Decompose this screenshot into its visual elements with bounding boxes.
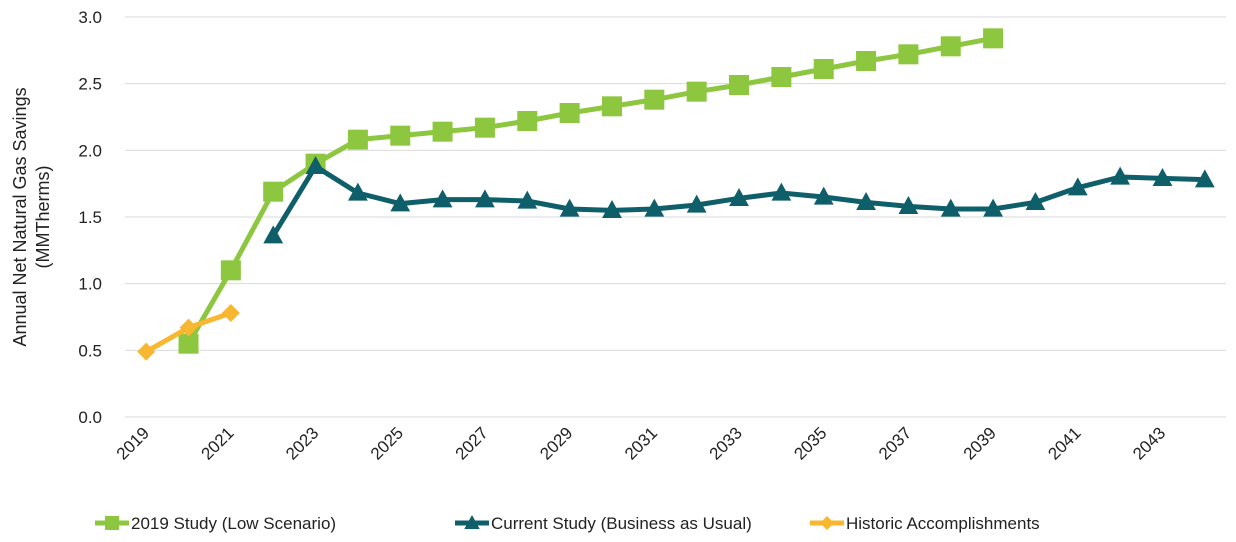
triangle-marker bbox=[517, 190, 538, 209]
series-0 bbox=[178, 28, 1004, 354]
triangle-marker bbox=[390, 193, 411, 212]
y-tick-label: 0.0 bbox=[78, 408, 102, 427]
square-marker bbox=[856, 51, 877, 71]
triangle-marker bbox=[305, 155, 326, 174]
x-axis-ticks: 2019 2021 2023 2025 2027 2029 2031 2033 2035 2037… bbox=[113, 423, 1169, 463]
x-tick-label: 2037 bbox=[875, 423, 915, 463]
triangle-marker bbox=[1025, 191, 1046, 210]
x-tick-label: 2029 bbox=[536, 423, 576, 463]
square-marker bbox=[729, 75, 750, 95]
square-marker bbox=[940, 36, 961, 57]
series bbox=[137, 28, 1215, 361]
triangle-marker bbox=[1194, 169, 1215, 188]
triangle-marker bbox=[983, 198, 1003, 217]
square-marker bbox=[983, 28, 1004, 49]
triangle-marker bbox=[1152, 167, 1173, 186]
x-tick-label: 2035 bbox=[790, 423, 830, 463]
legend: 2019 Study (Low Scenario) Current Study (… bbox=[95, 514, 1040, 533]
square-marker bbox=[432, 121, 453, 142]
y-axis-title-line: Annual Net Natural Gas Savings bbox=[10, 87, 30, 346]
x-tick-label: 2023 bbox=[282, 423, 322, 463]
square-marker bbox=[178, 333, 199, 354]
legend-item-1: Current Study (Business as Usual) bbox=[455, 514, 752, 533]
triangle-marker bbox=[1110, 166, 1131, 185]
y-tick-label: 2.5 bbox=[78, 75, 102, 94]
square-marker bbox=[474, 117, 495, 138]
diamond-marker bbox=[179, 318, 198, 337]
y-axis-ticks: 0.0 0.5 1.0 1.5 2.0 2.5 3.0 bbox=[78, 8, 102, 427]
x-tick-label: 2027 bbox=[452, 423, 492, 463]
x-tick-label: 2041 bbox=[1044, 423, 1084, 463]
x-tick-label: 2021 bbox=[198, 423, 238, 463]
triangle-marker bbox=[348, 182, 368, 201]
square-marker bbox=[644, 89, 665, 110]
y-tick-label: 0.5 bbox=[78, 341, 102, 360]
triangle-marker bbox=[813, 186, 834, 205]
square-marker bbox=[813, 59, 834, 79]
y-axis-title: Annual Net Natural Gas Savings (MMTherms) bbox=[10, 87, 53, 346]
x-tick-label: 2033 bbox=[706, 423, 746, 463]
y-tick-label: 3.0 bbox=[78, 8, 102, 27]
legend-item-0: 2019 Study (Low Scenario) bbox=[95, 514, 336, 533]
y-axis-title-text: Annual Net Natural Gas Savings (MMTherms) bbox=[10, 87, 53, 346]
triangle-marker bbox=[898, 195, 919, 214]
square-marker bbox=[390, 125, 411, 146]
diamond-marker bbox=[820, 516, 834, 530]
triangle-marker bbox=[771, 182, 792, 201]
x-tick-label: 2019 bbox=[113, 423, 153, 463]
square-marker bbox=[347, 129, 368, 150]
triangle-marker bbox=[644, 198, 665, 217]
square-marker bbox=[686, 81, 707, 102]
triangle-marker bbox=[263, 225, 284, 244]
x-tick-label: 2031 bbox=[621, 423, 661, 463]
diamond-marker bbox=[221, 304, 240, 322]
triangle-marker bbox=[856, 191, 876, 210]
triangle-marker bbox=[559, 198, 580, 217]
series-2 bbox=[137, 304, 240, 361]
square-marker bbox=[517, 111, 538, 131]
legend-item-2: Historic Accomplishments bbox=[810, 514, 1040, 533]
square-marker bbox=[771, 67, 792, 87]
square-marker bbox=[601, 96, 622, 117]
triangle-marker bbox=[686, 194, 707, 213]
square-marker bbox=[220, 260, 241, 281]
legend-label: 2019 Study (Low Scenario) bbox=[131, 514, 336, 533]
triangle-marker bbox=[940, 198, 961, 217]
square-marker bbox=[105, 516, 119, 530]
series-1 bbox=[263, 155, 1215, 244]
y-tick-label: 1.0 bbox=[78, 275, 102, 294]
x-tick-label: 2039 bbox=[960, 423, 1000, 463]
y-axis-title-line: (MMTherms) bbox=[33, 166, 53, 269]
legend-label: Current Study (Business as Usual) bbox=[491, 514, 752, 533]
gridlines bbox=[125, 16, 1226, 418]
diamond-marker bbox=[137, 342, 156, 361]
square-marker bbox=[898, 44, 919, 65]
triangle-marker bbox=[475, 189, 495, 208]
square-marker bbox=[559, 103, 580, 123]
square-marker bbox=[263, 181, 284, 202]
triangle-marker bbox=[432, 189, 453, 208]
legend-label: Historic Accomplishments bbox=[846, 514, 1040, 533]
triangle-marker bbox=[1067, 177, 1088, 196]
triangle-marker bbox=[464, 514, 480, 529]
triangle-marker bbox=[729, 187, 749, 206]
x-tick-label: 2025 bbox=[367, 423, 407, 463]
y-tick-label: 1.5 bbox=[78, 208, 102, 227]
triangle-marker bbox=[602, 199, 622, 218]
y-tick-label: 2.0 bbox=[78, 141, 102, 160]
x-tick-label: 2043 bbox=[1129, 423, 1169, 463]
